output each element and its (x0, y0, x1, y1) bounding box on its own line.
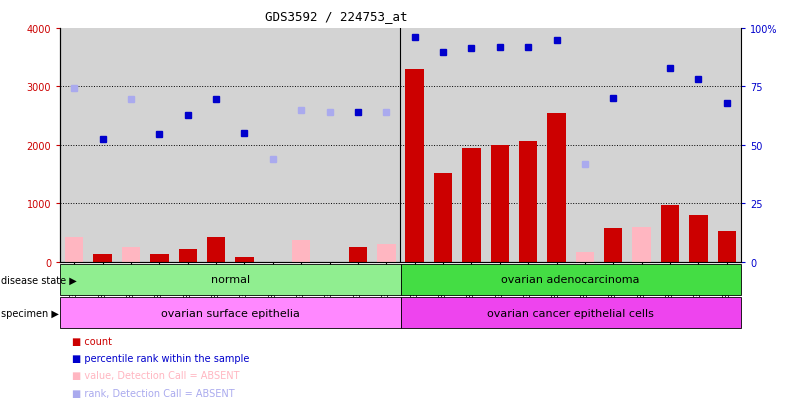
Text: ovarian surface epithelia: ovarian surface epithelia (161, 308, 300, 318)
Text: ovarian cancer epithelial cells: ovarian cancer epithelial cells (487, 308, 654, 318)
Text: ■ count: ■ count (72, 336, 112, 346)
Text: disease state ▶: disease state ▶ (1, 275, 77, 285)
Bar (292, 241, 311, 262)
Text: specimen ▶: specimen ▶ (1, 308, 58, 318)
Bar (434, 173, 453, 262)
Bar (576, 252, 594, 262)
Text: GDS3592 / 224753_at: GDS3592 / 224753_at (265, 10, 408, 23)
Bar (519, 142, 537, 262)
Bar (150, 255, 168, 262)
Bar (179, 249, 197, 262)
Text: ■ percentile rank within the sample: ■ percentile rank within the sample (72, 353, 249, 363)
Bar (65, 238, 83, 262)
Bar (60, 297, 400, 328)
Bar (547, 114, 566, 262)
Bar (207, 237, 225, 262)
Bar (661, 206, 679, 262)
Bar (633, 227, 651, 262)
Text: ovarian adenocarcinoma: ovarian adenocarcinoma (501, 275, 640, 285)
Bar (689, 215, 707, 262)
Bar (377, 245, 396, 262)
Bar (604, 228, 622, 262)
Bar (60, 264, 400, 295)
Bar (122, 247, 140, 262)
Bar (400, 264, 741, 295)
Bar (462, 149, 481, 262)
Bar (94, 255, 112, 262)
Text: ■ value, Detection Call = ABSENT: ■ value, Detection Call = ABSENT (72, 370, 239, 380)
Text: ■ rank, Detection Call = ABSENT: ■ rank, Detection Call = ABSENT (72, 388, 235, 398)
Bar (235, 257, 254, 262)
Bar (400, 297, 741, 328)
Bar (348, 247, 367, 262)
Text: normal: normal (211, 275, 250, 285)
Bar (405, 70, 424, 262)
Bar (718, 231, 736, 262)
Bar (490, 146, 509, 262)
